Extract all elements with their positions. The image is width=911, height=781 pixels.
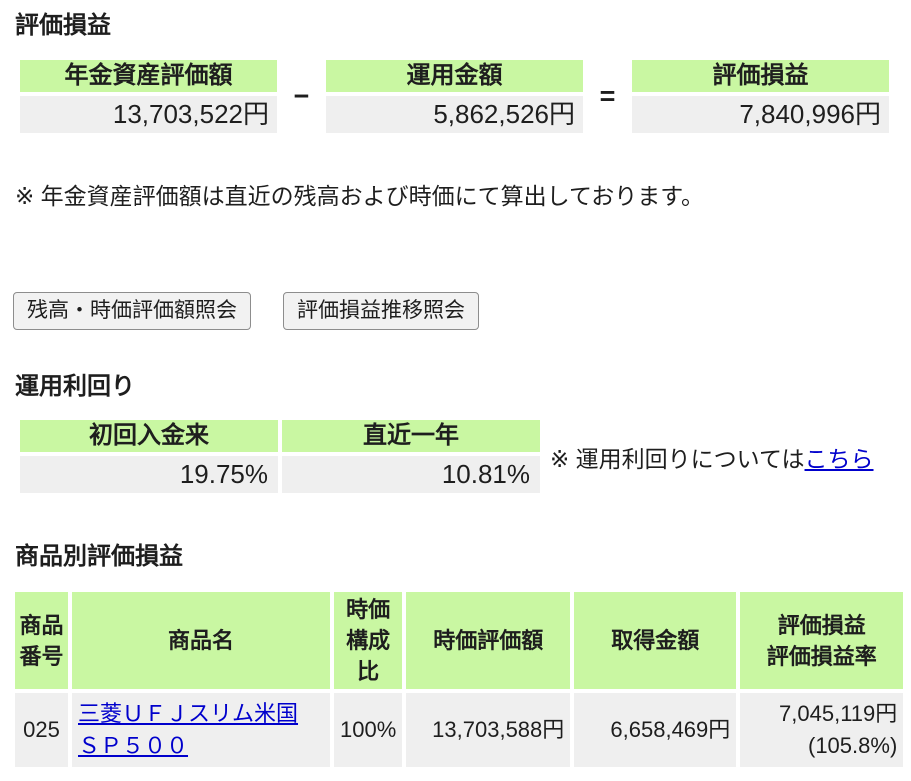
gain-loss-trend-inquiry-button[interactable]: 評価損益推移照会 xyxy=(283,292,479,330)
yield-note-text: ※ 運用利回りについては xyxy=(550,445,805,472)
market-value-cell: 13,703,588円 xyxy=(406,693,571,767)
header-market-value: 時価評価額 xyxy=(406,592,571,689)
valuation-gain-label: 評価損益 xyxy=(632,60,889,92)
invested-amount-box: 運用金額 5,862,526円 xyxy=(326,60,583,133)
invested-amount-value: 5,862,526円 xyxy=(326,96,583,133)
product-no-cell: 025 xyxy=(15,693,68,767)
pension-asset-box: 年金資産評価額 13,703,522円 xyxy=(20,60,277,133)
gain-and-rate-cell: 7,045,119円 (105.8%) xyxy=(740,693,904,767)
acquisition-amount-cell: 6,658,469円 xyxy=(574,693,737,767)
invested-amount-label: 運用金額 xyxy=(326,60,583,92)
pension-asset-label: 年金資産評価額 xyxy=(20,60,277,92)
product-name-cell: 三菱ＵＦＪスリム米国 ＳＰ５００ xyxy=(72,693,330,767)
yield-section-heading: 運用利回り xyxy=(15,373,135,400)
yield-area: 初回入金来 19.75% 直近一年 10.81% ※ 運用利回りについてはこちら xyxy=(15,420,911,493)
valuation-gain-value: 7,840,996円 xyxy=(632,96,889,133)
equals-operator: = xyxy=(599,81,616,111)
yield-info-link[interactable]: こちら xyxy=(804,445,874,472)
yield-table: 初回入金来 19.75% 直近一年 10.81% xyxy=(20,420,540,493)
balance-market-value-inquiry-button[interactable]: 残高・時価評価額照会 xyxy=(13,292,251,330)
pension-asset-value: 13,703,522円 xyxy=(20,96,277,133)
header-product-name: 商品名 xyxy=(72,592,330,689)
products-header-row: 商品 番号 商品名 時価 構成 比 時価評価額 取得金額 評価損益 評価損益率 xyxy=(15,592,904,689)
yield-since-first-col: 初回入金来 19.75% xyxy=(20,420,278,493)
products-table: 商品 番号 商品名 時価 構成 比 時価評価額 取得金額 評価損益 評価損益率 … xyxy=(11,588,907,771)
header-composition: 時価 構成 比 xyxy=(334,592,403,689)
products-section-heading: 商品別評価損益 xyxy=(15,543,183,570)
header-acquisition: 取得金額 xyxy=(574,592,737,689)
minus-operator: − xyxy=(293,81,310,111)
valuation-section-heading: 評価損益 xyxy=(15,12,111,39)
yield-since-first-label: 初回入金来 xyxy=(20,420,278,452)
yield-since-first-value: 19.75% xyxy=(20,456,278,493)
yield-last-year-col: 直近一年 10.81% xyxy=(282,420,540,493)
yield-note: ※ 運用利回りについてはこちら xyxy=(550,440,874,474)
valuation-gain-box: 評価損益 7,840,996円 xyxy=(632,60,889,133)
header-product-no: 商品 番号 xyxy=(15,592,68,689)
valuation-equation: 年金資産評価額 13,703,522円 − 運用金額 5,862,526円 = … xyxy=(20,60,911,133)
header-gain-rate: 評価損益 評価損益率 xyxy=(740,592,904,689)
yield-last-year-label: 直近一年 xyxy=(282,420,540,452)
composition-ratio-cell: 100% xyxy=(334,693,403,767)
yield-last-year-value: 10.81% xyxy=(282,456,540,493)
valuation-note: ※ 年金資産評価額は直近の残高および時価にて算出しております。 xyxy=(15,183,704,209)
inquiry-buttons: 残高・時価評価額照会 評価損益推移照会 xyxy=(13,292,911,330)
product-row: 025 三菱ＵＦＪスリム米国 ＳＰ５００ 100% 13,703,588円 6,… xyxy=(15,693,904,767)
product-name-link[interactable]: 三菱ＵＦＪスリム米国 ＳＰ５００ xyxy=(78,701,299,758)
